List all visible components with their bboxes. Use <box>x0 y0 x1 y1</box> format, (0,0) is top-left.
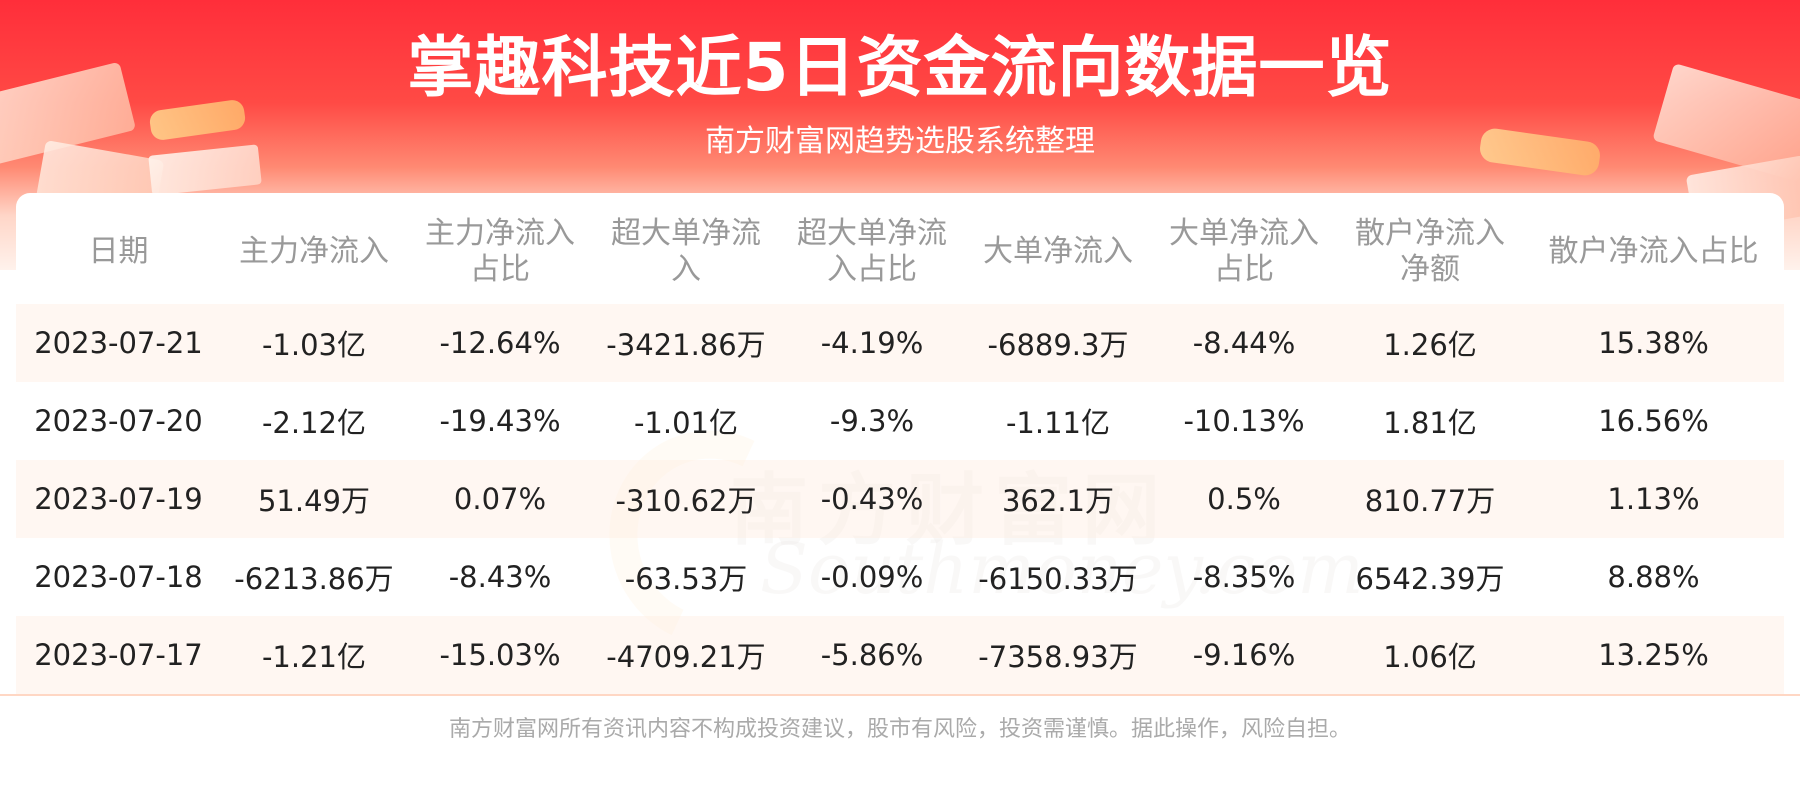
table-cell: 51.49万 <box>221 460 407 538</box>
column-header: 散户净流入占比 <box>1548 233 1759 269</box>
table-cell: 2023-07-19 <box>16 460 221 538</box>
table-row: 2023-07-17 -1.21亿 -15.03% -4709.21万 -5.86% -7… <box>16 616 1784 694</box>
table-cell: 8.88% <box>1523 538 1784 616</box>
table-cell: 1.81亿 <box>1337 382 1523 460</box>
table-cell: -9.3% <box>779 382 965 460</box>
table-cell: -1.01亿 <box>593 382 779 460</box>
table-cell: -8.43% <box>407 538 593 616</box>
table-cell: -3421.86万 <box>593 304 779 382</box>
table-cell: 1.26亿 <box>1337 304 1523 382</box>
table-row: 2023-07-19 51.49万 0.07% -310.62万 -0.43% 362.1… <box>16 460 1784 538</box>
table-cell: -0.43% <box>779 460 965 538</box>
table-body: 2023-07-21 -1.03亿 -12.64% -3421.86万 -4.19% -6… <box>16 304 1784 694</box>
table-cell: 16.56% <box>1523 382 1784 460</box>
column-header: 大单净流入 <box>983 233 1133 269</box>
table-cell: 2023-07-21 <box>16 304 221 382</box>
table-cell: 0.5% <box>1151 460 1337 538</box>
table-cell: -4709.21万 <box>593 616 779 694</box>
table-cell: -2.12亿 <box>221 382 407 460</box>
table-cell: -1.03亿 <box>221 304 407 382</box>
page-subtitle: 南方财富网趋势选股系统整理 <box>705 124 1095 159</box>
table-cell: -8.44% <box>1151 304 1337 382</box>
table-cell: 2023-07-20 <box>16 382 221 460</box>
table-cell: -10.13% <box>1151 382 1337 460</box>
table-cell: 2023-07-18 <box>16 538 221 616</box>
table-cell: -7358.93万 <box>965 616 1151 694</box>
column-header: 主力净流入占比 <box>425 215 575 287</box>
table-cell: 13.25% <box>1523 616 1784 694</box>
table-cell: 1.06亿 <box>1337 616 1523 694</box>
table-cell: -1.11亿 <box>965 382 1151 460</box>
table-cell: -1.21亿 <box>221 616 407 694</box>
column-header: 日期 <box>88 233 149 269</box>
table-header: 日期 主力净流入 主力净流入占比 超大单净流入 超大单净流入占比 大单净流入 大单净流入占比… <box>16 199 1784 304</box>
table-cell: -6150.33万 <box>965 538 1151 616</box>
table-cell: -19.43% <box>407 382 593 460</box>
header-row: 日期 主力净流入 主力净流入占比 超大单净流入 超大单净流入占比 大单净流入 大单净流入占比… <box>16 199 1784 304</box>
table-cell: -6889.3万 <box>965 304 1151 382</box>
column-header: 主力净流入 <box>239 233 389 269</box>
table-row: 2023-07-20 -2.12亿 -19.43% -1.01亿 -9.3% -1.11亿… <box>16 382 1784 460</box>
table-cell: -310.62万 <box>593 460 779 538</box>
table-cell: 0.07% <box>407 460 593 538</box>
column-header: 散户净流入净额 <box>1355 215 1505 287</box>
table-cell: 1.13% <box>1523 460 1784 538</box>
table-cell: -63.53万 <box>593 538 779 616</box>
table-row: 2023-07-18 -6213.86万 -8.43% -63.53万 -0.09% -6… <box>16 538 1784 616</box>
table-cell: 2023-07-17 <box>16 616 221 694</box>
page-title: 掌趣科技近5日资金流向数据一览 <box>407 29 1393 106</box>
table-cell: 15.38% <box>1523 304 1784 382</box>
footer-divider <box>0 694 1800 696</box>
column-header: 超大单净流入 <box>611 215 761 287</box>
table-cell: -4.19% <box>779 304 965 382</box>
table-cell: 6542.39万 <box>1337 538 1523 616</box>
table-cell: -5.86% <box>779 616 965 694</box>
table-cell: -6213.86万 <box>221 538 407 616</box>
table-cell: -12.64% <box>407 304 593 382</box>
table-cell: -0.09% <box>779 538 965 616</box>
fund-flow-table: 日期 主力净流入 主力净流入占比 超大单净流入 超大单净流入占比 大单净流入 大单净流入占比… <box>16 199 1784 694</box>
table-cell: -8.35% <box>1151 538 1337 616</box>
disclaimer-text: 南方财富网所有资讯内容不构成投资建议，股市有风险，投资需谨慎。据此操作，风险自担… <box>448 717 1351 742</box>
table-cell: 362.1万 <box>965 460 1151 538</box>
column-header: 大单净流入占比 <box>1169 215 1319 287</box>
table-cell: -9.16% <box>1151 616 1337 694</box>
table-cell: 810.77万 <box>1337 460 1523 538</box>
table-cell: -15.03% <box>407 616 593 694</box>
column-header: 超大单净流入占比 <box>797 215 947 287</box>
table-row: 2023-07-21 -1.03亿 -12.64% -3421.86万 -4.19% -6… <box>16 304 1784 382</box>
